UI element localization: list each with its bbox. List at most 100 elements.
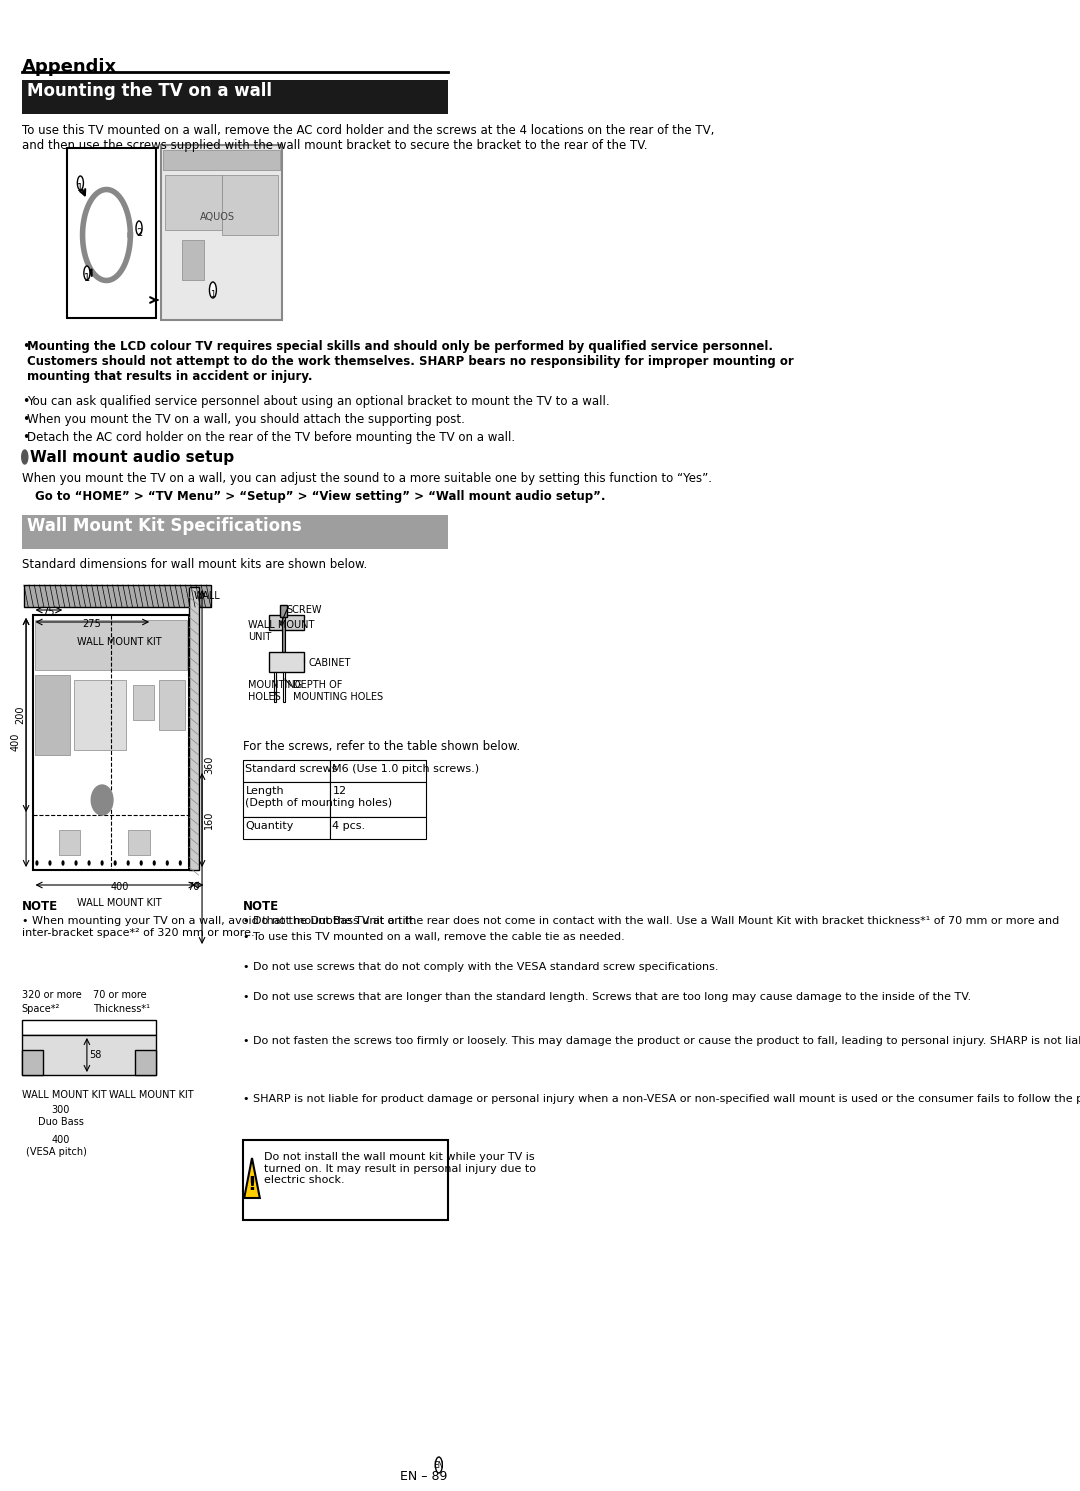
Text: 360: 360 <box>204 756 214 774</box>
Text: • Do not use screws that do not comply with the VESA standard screw specificatio: • Do not use screws that do not comply w… <box>243 962 719 972</box>
Circle shape <box>435 1457 443 1473</box>
Text: 2: 2 <box>136 228 143 239</box>
Circle shape <box>76 860 77 865</box>
Bar <box>24 584 211 607</box>
Bar <box>133 684 154 720</box>
Text: Appendix: Appendix <box>22 58 117 76</box>
Text: 58: 58 <box>89 1050 102 1060</box>
Text: !: ! <box>247 1175 256 1194</box>
Polygon shape <box>244 1159 260 1197</box>
Bar <box>221 174 278 236</box>
Text: To use this TV mounted on a wall, remove the AC cord holder and the screws at th: To use this TV mounted on a wall, remove… <box>22 124 714 152</box>
Text: M6 (Use 1.0 pitch screws.): M6 (Use 1.0 pitch screws.) <box>333 763 480 774</box>
Text: CABINET: CABINET <box>309 658 351 668</box>
Text: 320 or more: 320 or more <box>22 990 81 1000</box>
Bar <box>129 830 150 854</box>
Text: NOTE: NOTE <box>243 901 280 912</box>
Circle shape <box>78 176 83 189</box>
Bar <box>22 1035 157 1075</box>
Ellipse shape <box>91 784 113 816</box>
Text: 400: 400 <box>52 1135 70 1145</box>
Text: • Do not mount the TV at a tilt.: • Do not mount the TV at a tilt. <box>243 915 417 926</box>
Text: DEPTH OF: DEPTH OF <box>294 680 342 690</box>
Circle shape <box>84 265 90 280</box>
Text: Standard dimensions for wall mount kits are shown below.: Standard dimensions for wall mount kits … <box>22 558 367 571</box>
Text: Mounting the TV on a wall: Mounting the TV on a wall <box>27 82 272 100</box>
Bar <box>189 587 199 871</box>
Text: Length
(Depth of mounting holes): Length (Depth of mounting holes) <box>245 786 393 808</box>
Bar <box>330 760 426 781</box>
Text: •: • <box>22 413 29 426</box>
Bar <box>269 614 305 631</box>
Bar <box>159 680 185 731</box>
Text: AQUOS: AQUOS <box>200 212 234 222</box>
Bar <box>22 1020 157 1035</box>
Text: NOTE: NOTE <box>22 901 58 912</box>
Bar <box>243 817 330 839</box>
Text: Space*²: Space*² <box>22 1003 60 1014</box>
Bar <box>282 617 285 652</box>
Circle shape <box>210 282 216 298</box>
Circle shape <box>140 860 143 865</box>
Bar <box>243 1141 447 1220</box>
Text: • When mounting your TV on a wall, avoid that the DuoBass unit on the rear does : • When mounting your TV on a wall, avoid… <box>22 915 1059 938</box>
Bar <box>165 174 221 230</box>
Text: MOUNTING HOLES: MOUNTING HOLES <box>294 692 383 702</box>
Text: When you mount the TV on a wall, you should attach the supporting post.: When you mount the TV on a wall, you sho… <box>27 413 464 426</box>
Text: SCREW: SCREW <box>287 605 322 614</box>
Text: HOLES: HOLES <box>247 692 281 702</box>
Text: • To use this TV mounted on a wall, remove the cable tie as needed.: • To use this TV mounted on a wall, remo… <box>243 932 625 942</box>
Bar <box>163 151 280 170</box>
Text: •: • <box>22 340 29 353</box>
Text: EN: EN <box>433 1461 444 1470</box>
Bar <box>161 145 282 321</box>
Circle shape <box>89 860 90 865</box>
Text: WALL MOUNT KIT: WALL MOUNT KIT <box>77 898 162 908</box>
Circle shape <box>179 860 181 865</box>
Text: 75: 75 <box>42 607 55 617</box>
Bar <box>269 652 305 672</box>
Text: WALL MOUNT KIT: WALL MOUNT KIT <box>22 1090 106 1100</box>
Text: Wall Mount Kit Specifications: Wall Mount Kit Specifications <box>27 517 301 535</box>
Circle shape <box>127 860 129 865</box>
Circle shape <box>63 860 64 865</box>
Bar <box>22 514 447 549</box>
Text: 1: 1 <box>78 183 83 192</box>
Circle shape <box>49 860 51 865</box>
Bar <box>243 760 330 781</box>
Text: 70 or more: 70 or more <box>93 990 147 1000</box>
Circle shape <box>114 860 116 865</box>
Text: UNIT: UNIT <box>247 632 271 643</box>
Bar <box>22 81 447 113</box>
Bar <box>273 672 275 702</box>
Bar <box>32 614 189 871</box>
Bar <box>243 781 330 817</box>
Bar <box>280 605 287 617</box>
Bar <box>22 1050 43 1075</box>
Bar <box>35 620 187 669</box>
Text: 200: 200 <box>15 705 25 725</box>
Bar <box>58 830 80 854</box>
Text: 400: 400 <box>11 732 21 751</box>
Text: WALL: WALL <box>193 590 220 601</box>
Text: MOUNTING: MOUNTING <box>247 680 302 690</box>
Circle shape <box>136 221 143 236</box>
Text: 1: 1 <box>211 291 216 300</box>
Text: WALL MOUNT: WALL MOUNT <box>247 620 314 631</box>
Text: 70: 70 <box>188 883 200 892</box>
Circle shape <box>36 860 38 865</box>
Text: Thickness*¹: Thickness*¹ <box>93 1003 150 1014</box>
Circle shape <box>166 860 168 865</box>
Bar <box>73 680 126 750</box>
Text: WALL MOUNT KIT: WALL MOUNT KIT <box>77 637 162 647</box>
Circle shape <box>153 860 156 865</box>
Text: Duo Bass: Duo Bass <box>38 1117 84 1127</box>
Bar <box>183 240 204 280</box>
Circle shape <box>102 860 103 865</box>
Text: Mounting the LCD colour TV requires special skills and should only be performed : Mounting the LCD colour TV requires spec… <box>27 340 794 383</box>
Bar <box>330 781 426 817</box>
Text: • SHARP is not liable for product damage or personal injury when a non-VESA or n: • SHARP is not liable for product damage… <box>243 1094 1080 1103</box>
Circle shape <box>22 450 28 464</box>
Bar <box>35 675 69 754</box>
Text: Go to “HOME” > “TV Menu” > “Setup” > “View setting” > “Wall mount audio setup”.: Go to “HOME” > “TV Menu” > “Setup” > “Vi… <box>35 491 605 502</box>
